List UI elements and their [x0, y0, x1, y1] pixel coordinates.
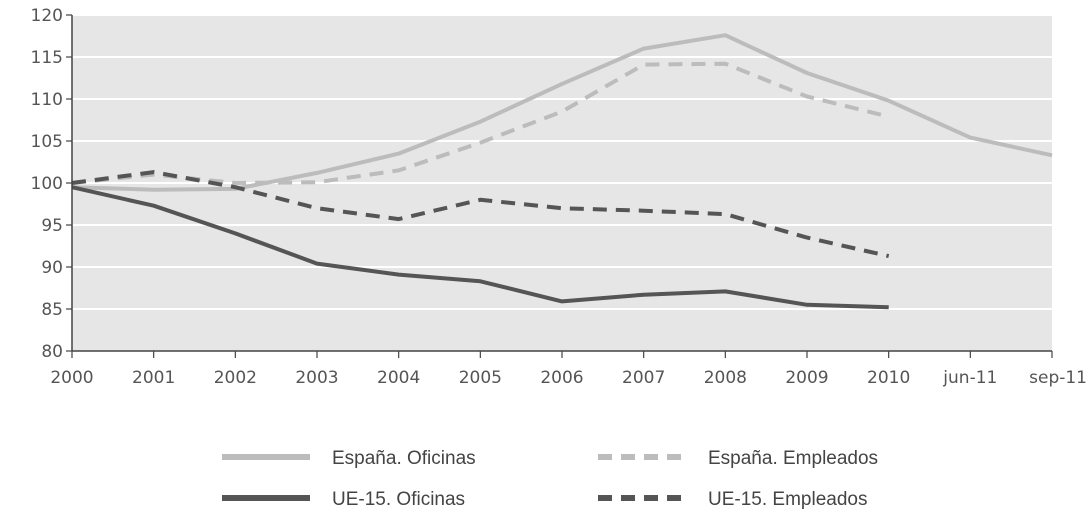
y-tick-label: 120 — [31, 6, 63, 26]
series-line-ue-15-oficinas — [71, 185, 889, 310]
legend-label-ue-15-empleados: UE-15. Empleados — [708, 489, 867, 510]
series-lines — [71, 33, 1053, 310]
x-axis: 2000 2001 2002 2003 2004 2005 2006 2007 2008 2009… — [50, 351, 1087, 388]
x-tick-label: 2010 — [867, 368, 910, 388]
x-tick-label: 2007 — [622, 368, 665, 388]
x-tick-label: sep-11 — [1029, 368, 1087, 388]
x-tick-label: 2004 — [377, 368, 420, 388]
series-line-ue-15-empleados — [71, 170, 890, 259]
x-tick-label: 2003 — [295, 368, 338, 388]
legend-label-espana-oficinas: España. Oficinas — [332, 448, 476, 469]
y-axis: 80 85 90 95 100 105 110 115 120 — [31, 6, 72, 362]
y-tick-label: 115 — [31, 48, 63, 68]
x-tick-label: 2008 — [704, 368, 747, 388]
y-tick-label: 95 — [41, 216, 63, 236]
x-tick-label: 2006 — [540, 368, 583, 388]
y-tick-label: 90 — [41, 258, 63, 278]
y-tick-label: 80 — [41, 342, 63, 362]
x-tick-label: 2001 — [132, 368, 175, 388]
x-tick-label: 2000 — [50, 368, 93, 388]
y-tick-label: 100 — [31, 174, 63, 194]
legend: España. Oficinas España. Empleados UE-15. … — [222, 448, 878, 510]
series-line-espana-empleados — [71, 61, 890, 185]
x-tick-label: jun-11 — [942, 368, 997, 388]
y-tick-label: 110 — [31, 90, 63, 110]
legend-label-espana-empleados: España. Empleados — [708, 448, 878, 469]
y-tick-label: 105 — [31, 132, 63, 152]
x-tick-label: 2002 — [214, 368, 257, 388]
x-tick-label: 2009 — [785, 368, 828, 388]
y-tick-label: 85 — [41, 300, 63, 320]
legend-label-ue-15-oficinas: UE-15. Oficinas — [332, 489, 465, 510]
x-tick-label: 2005 — [459, 368, 502, 388]
